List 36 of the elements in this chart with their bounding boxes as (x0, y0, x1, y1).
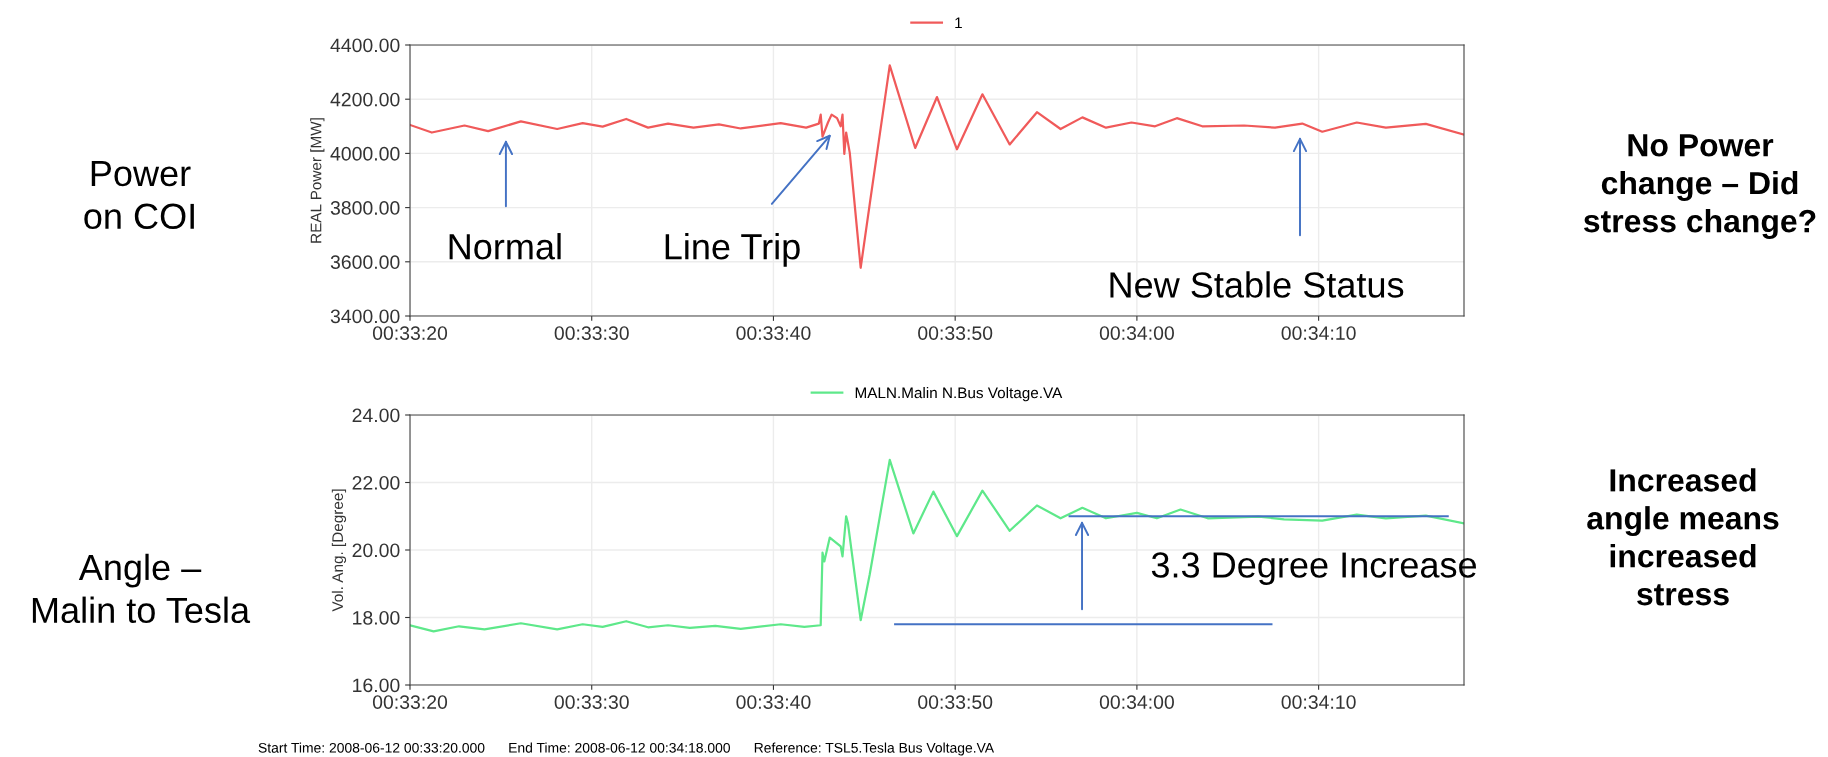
y-tick-label: 3600.00 (330, 255, 400, 270)
x-tick-label: 00:34:10 (1281, 695, 1356, 709)
y-tick-label: 16.00 (353, 678, 400, 693)
y-tick-label: 3400.00 (330, 309, 400, 324)
legend-label: 1 (955, 17, 962, 29)
text: Start Time: 2008-06-12 00:33:20.000 End Time: 2008-06-12 00:34:18.000 Reference: TSL5.Tesla Bus Voltage.VA (258, 742, 995, 756)
x-tick-label: 00:33:20 (372, 326, 448, 340)
y-tick-label: 4400.00 (330, 38, 400, 53)
annotation: New Stable Status (1110, 271, 1404, 298)
x-tick-label: 00:33:50 (918, 326, 993, 340)
text: Angle – Malin to Tesla (32, 553, 251, 624)
annotation: 3.3 Degree Increase (1151, 552, 1477, 585)
x-tick-label: 00:33:40 (736, 695, 811, 709)
y-tick-label: 22.00 (352, 475, 400, 490)
annotation: Line Trip (665, 233, 800, 267)
x-tick-label: 00:34:00 (1099, 695, 1174, 709)
y-tick-label: 4200.00 (330, 92, 400, 107)
y-tick-label: 3800.00 (330, 201, 400, 215)
text: No Power change – Did stress change? (1583, 134, 1816, 239)
legend-label: MALN.Malin N.Bus Voltage.VA (855, 387, 1063, 402)
x-tick-label: 00:33:20 (372, 695, 448, 709)
x-tick-label: 00:34:00 (1099, 326, 1174, 340)
annotation: Normal (449, 233, 561, 260)
y-tick-label: 24.00 (352, 408, 400, 423)
x-tick-label: 00:33:30 (554, 695, 629, 709)
y-tick-label: 18.00 (353, 610, 400, 625)
y-tick-label: 20.00 (352, 543, 400, 558)
x-tick-label: 00:34:10 (1281, 326, 1356, 340)
y-axis-title: Vol. Ang. [Degree] (331, 489, 347, 612)
x-tick-label: 00:33:40 (736, 326, 811, 340)
y-axis-title: REAL Power [MW] (310, 118, 325, 243)
text: Power on COI (84, 161, 194, 230)
y-tick-label: 4000.00 (330, 146, 400, 161)
x-tick-label: 00:33:50 (918, 695, 993, 709)
x-tick-label: 00:33:30 (554, 326, 629, 340)
text: Increased angle means increased stress (1587, 468, 1779, 606)
